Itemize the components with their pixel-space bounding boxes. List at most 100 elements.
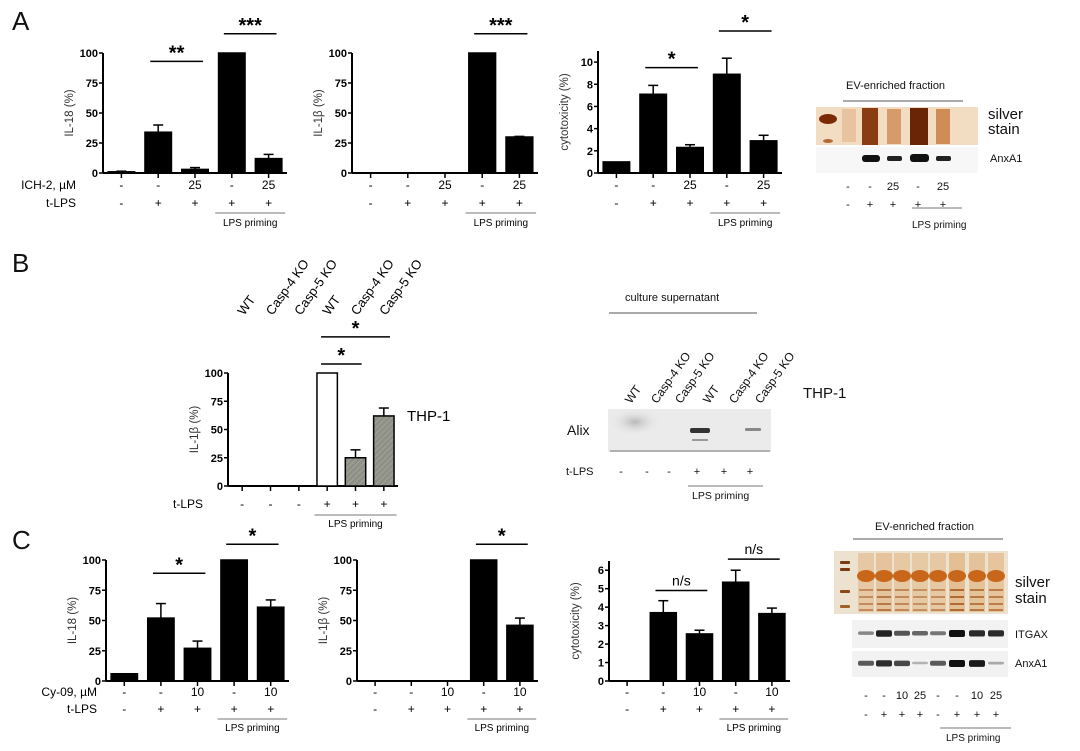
gel-band xyxy=(950,589,964,591)
condition-value: + xyxy=(953,709,961,721)
condition-value: - xyxy=(667,466,671,478)
gel-major-band xyxy=(893,570,911,582)
anxa1-band xyxy=(930,660,946,666)
condition-value: - xyxy=(936,709,940,721)
y-tick-label: 100 xyxy=(205,368,223,380)
condition-value: 10 xyxy=(970,690,984,702)
anxa1-band xyxy=(969,660,985,667)
condition-value: + xyxy=(880,709,888,721)
y-tick-label: 50 xyxy=(86,108,98,120)
significance-label: n/s xyxy=(744,541,763,557)
condition-value: + xyxy=(352,497,359,511)
condition-value: - xyxy=(651,178,655,192)
condition-value: + xyxy=(157,702,164,716)
y-tick-label: 75 xyxy=(86,78,98,90)
condition-value: - xyxy=(269,497,273,511)
y-tick-label: 2 xyxy=(587,146,593,158)
condition-value: + xyxy=(939,199,947,211)
condition-value: - xyxy=(614,178,618,192)
y-tick-label: 100 xyxy=(329,48,347,60)
priming-label: LPS priming xyxy=(474,218,528,229)
gel-band xyxy=(931,609,945,611)
gel-band xyxy=(970,603,984,605)
condition-value: - xyxy=(373,702,377,716)
bar xyxy=(217,52,246,174)
gel-band xyxy=(989,603,1003,605)
bar xyxy=(316,372,339,487)
gel-band xyxy=(913,609,927,611)
y-tick-label: 0 xyxy=(95,676,101,688)
y-tick-label: 0 xyxy=(92,168,98,180)
itgax-band xyxy=(858,631,874,635)
condition-value: 10 xyxy=(895,690,909,702)
y-tick-label: 25 xyxy=(211,453,223,465)
condition-value: + xyxy=(720,466,728,478)
y-tick-label: 4 xyxy=(587,124,594,136)
gel-band xyxy=(913,596,927,598)
gel-major-band xyxy=(929,570,947,582)
gel-band xyxy=(895,603,909,605)
y-tick-label: 3 xyxy=(598,621,604,633)
condition-value: + xyxy=(480,702,487,716)
bar xyxy=(110,672,139,682)
condition-value: - xyxy=(232,685,236,699)
condition-value: + xyxy=(479,196,486,210)
gel-band xyxy=(895,589,909,591)
condition-value: + xyxy=(732,702,739,716)
gel-band xyxy=(895,596,909,598)
condition-value: - xyxy=(625,702,629,716)
gel-band xyxy=(877,603,891,605)
gel-band xyxy=(989,589,1003,591)
y-axis-label: cytotoxicity (%) xyxy=(570,582,582,659)
y-tick-label: 100 xyxy=(80,48,98,60)
blot-smear xyxy=(609,408,661,436)
gel-major-band xyxy=(875,570,893,582)
condition-value: - xyxy=(119,196,123,210)
blot-band xyxy=(745,428,761,431)
condition-value: + xyxy=(723,196,730,210)
condition-value: + xyxy=(973,709,981,721)
panel-letter-a: A xyxy=(12,6,30,36)
condition-value: + xyxy=(768,702,775,716)
itgax-band xyxy=(949,630,965,637)
gel-band xyxy=(970,609,984,611)
condition-value: - xyxy=(734,685,738,699)
condition-value: - xyxy=(846,181,850,193)
blot-band xyxy=(690,428,710,433)
anxa1-band xyxy=(912,661,928,665)
blot-b-cell-line: THP-1 xyxy=(803,385,847,402)
gel-band xyxy=(931,596,945,598)
blot-b-header: culture supernatant xyxy=(625,292,720,304)
bar xyxy=(649,611,678,682)
y-tick-label: 75 xyxy=(335,78,347,90)
itgax-band xyxy=(894,630,910,636)
bar xyxy=(256,606,285,682)
condition-value: - xyxy=(119,178,123,192)
anxa1-band xyxy=(949,660,965,667)
marker-band xyxy=(840,590,850,593)
blot-band xyxy=(887,156,902,161)
y-axis-label: IL-1β (%) xyxy=(189,406,201,454)
condition-row-label: t-LPS xyxy=(46,196,76,210)
y-tick-label: 6 xyxy=(598,565,604,577)
blot-c-header: EV-enriched fraction xyxy=(875,521,975,533)
condition-value: + xyxy=(516,702,523,716)
condition-value: + xyxy=(650,196,657,210)
condition-value: 25 xyxy=(683,178,697,192)
condition-value: + xyxy=(267,702,274,716)
y-tick-label: 25 xyxy=(89,646,101,658)
blot-band xyxy=(910,154,929,162)
y-tick-label: 75 xyxy=(89,585,101,597)
y-tick-label: 75 xyxy=(340,585,352,597)
marker-band xyxy=(840,605,850,608)
condition-value: + xyxy=(760,196,767,210)
y-tick-label: 100 xyxy=(83,555,101,567)
condition-value: 25 xyxy=(757,178,771,192)
condition-value: + xyxy=(231,702,238,716)
itgax-band xyxy=(930,631,946,636)
condition-value: - xyxy=(882,690,886,702)
significance-label: * xyxy=(249,525,257,547)
marker-band xyxy=(823,139,833,143)
